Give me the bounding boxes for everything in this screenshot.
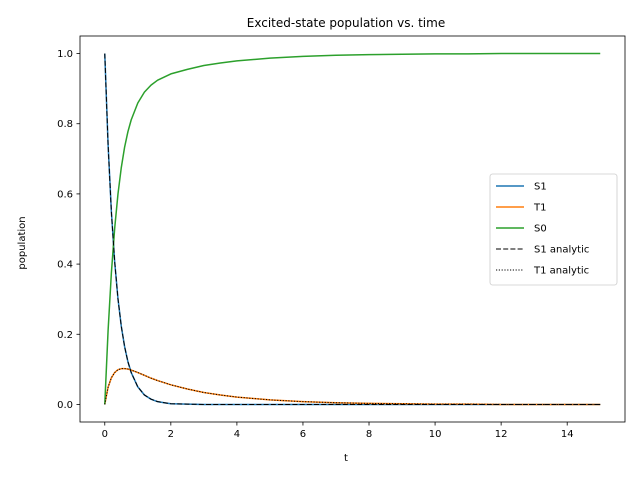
x-tick-label: 14 bbox=[561, 429, 574, 440]
x-tick-label: 10 bbox=[429, 429, 442, 440]
legend: S1 T1 S0 S1 analytic T1 analytic bbox=[489, 173, 618, 286]
legend-label-t1-analytic: T1 analytic bbox=[533, 266, 589, 277]
series-line-t1-analytic bbox=[104, 368, 601, 405]
x-tick-label: 2 bbox=[168, 429, 174, 440]
y-tick-label: 0.0 bbox=[57, 400, 73, 411]
y-tick-label: 0.6 bbox=[57, 189, 73, 200]
y-tick-label: 0.8 bbox=[57, 119, 73, 130]
y-tick-label: 0.4 bbox=[57, 260, 73, 271]
x-axis: 0 2 4 6 8 10 12 14 bbox=[102, 422, 574, 440]
x-tick-label: 4 bbox=[234, 429, 240, 440]
series-line-t1 bbox=[104, 367, 601, 406]
y-axis: 0.0 0.2 0.4 0.6 0.8 1.0 bbox=[57, 49, 80, 411]
series-layer bbox=[104, 52, 601, 406]
legend-label-t1: T1 bbox=[533, 203, 546, 214]
x-axis-label: t bbox=[344, 453, 348, 464]
x-tick-label: 12 bbox=[495, 429, 508, 440]
series-line-s0 bbox=[104, 52, 601, 405]
legend-label-s1: S1 bbox=[534, 182, 547, 193]
y-tick-label: 0.2 bbox=[57, 330, 73, 341]
legend-box bbox=[489, 173, 618, 286]
x-tick-label: 8 bbox=[366, 429, 372, 440]
y-axis-label: population bbox=[17, 216, 28, 269]
chart-title: Excited-state population vs. time bbox=[247, 16, 445, 30]
y-tick-label: 1.0 bbox=[57, 49, 73, 60]
x-tick-label: 0 bbox=[102, 429, 108, 440]
legend-label-s1-analytic: S1 analytic bbox=[534, 245, 589, 256]
x-tick-label: 6 bbox=[300, 429, 306, 440]
legend-label-s0: S0 bbox=[534, 224, 547, 235]
plot-frame bbox=[79, 35, 626, 423]
